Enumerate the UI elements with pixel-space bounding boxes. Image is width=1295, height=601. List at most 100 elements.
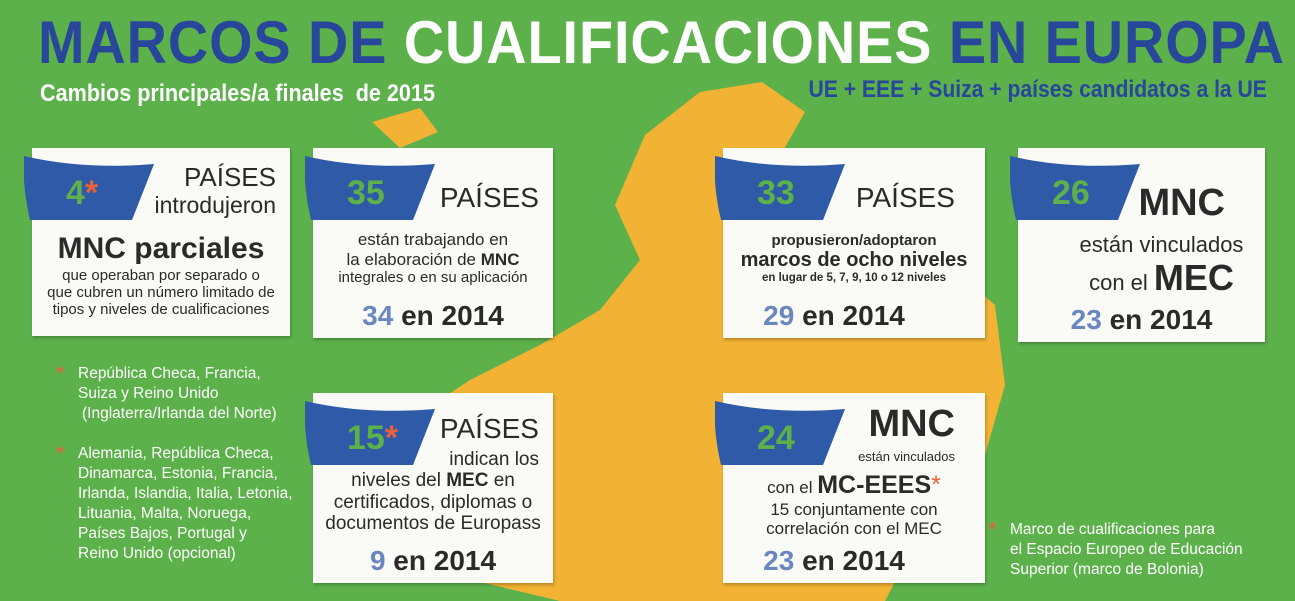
card-line: con el MC-EEES*	[723, 471, 985, 500]
previous-label: en 2014	[802, 545, 905, 576]
card-text: indican los	[449, 449, 539, 470]
ribbon-shape	[715, 156, 845, 220]
card-number: 4*	[66, 174, 98, 213]
card-number: 26	[1052, 174, 1090, 212]
subtitle: Cambios principales/a finales de 2015	[40, 80, 435, 107]
asterisk: *	[56, 361, 65, 386]
card-text: MC-EEES	[817, 471, 932, 499]
card-text: la elaboración de	[346, 249, 477, 269]
card-text: MNC	[480, 249, 520, 269]
card-text: con el	[1089, 270, 1148, 296]
asterisk: *	[384, 419, 399, 457]
card-body: MNC parciales que operaban por separado …	[32, 232, 290, 318]
card-text: con el	[767, 478, 813, 497]
ribbon	[715, 401, 845, 465]
card-body: con el MC-EEES* 15 conjuntamente con cor…	[723, 471, 985, 539]
asterisk: *	[931, 471, 941, 499]
ribbon-shape	[305, 156, 435, 220]
previous-label: en 2014	[393, 545, 497, 576]
card-line: niveles del MEC en	[313, 470, 553, 491]
card: 33 PAÍSES propusieron/adoptaron marcos d…	[715, 148, 985, 338]
previous-number: 9	[369, 545, 386, 576]
ribbon	[305, 156, 435, 220]
previous: 23 en 2014	[1018, 304, 1265, 336]
asterisk: *	[988, 517, 997, 542]
number: 15	[347, 419, 385, 457]
previous: 29 en 2014	[683, 300, 985, 332]
note-line: Países Bajos, Portugal y	[78, 525, 247, 542]
note-line: Irlanda, Islandia, Italia, Letonia,	[78, 485, 293, 502]
previous-number: 23	[1070, 304, 1102, 335]
title-part: EN EUROPA	[948, 9, 1285, 76]
card-text: correlación con el MEC	[766, 519, 942, 539]
title-part: CUALIFICACIONES	[403, 9, 933, 76]
card-text: marcos de ocho niveles	[740, 249, 968, 272]
note-line: Marco de cualificaciones para	[1010, 521, 1216, 538]
card-text: documentos de Europass	[325, 512, 541, 534]
card: 15* PAÍSES indican los niveles del MEC e…	[305, 393, 553, 583]
previous-number: 23	[763, 545, 795, 576]
card-text: que cubren un número limitado de	[47, 283, 275, 301]
title-part: MARCOS DE	[38, 9, 388, 76]
card-heading: PAÍSES	[183, 162, 276, 192]
number: 4	[66, 174, 85, 212]
note-line: (Inglaterra/Irlanda del Norte)	[82, 405, 277, 422]
card-line: con el MEC	[1058, 257, 1265, 298]
card-body: están vinculados con el MEC	[1058, 232, 1265, 299]
card-text: propusieron/adoptaron	[771, 232, 937, 249]
note-line: el Espacio Europeo de Educación	[1010, 541, 1243, 558]
card: 24 MNC están vinculados con el MC-EEES* …	[715, 393, 985, 583]
previous: 34 en 2014	[313, 300, 553, 332]
map-island	[372, 108, 438, 148]
previous-label: en 2014	[802, 300, 905, 331]
card-text: en lugar de 5, 7, 9, 10 o 12 niveles	[761, 272, 947, 285]
card-text: certificados, diplomas o	[333, 491, 533, 513]
note: * Alemania, República Checa, Dinamarca, …	[56, 443, 293, 564]
ribbon	[1010, 156, 1140, 220]
note-line: Reino Unido (opcional)	[78, 545, 236, 562]
previous-number: 34	[362, 300, 394, 331]
note: * Marco de cualificaciones para el Espac…	[988, 519, 1243, 580]
card-heading: MNC	[868, 403, 955, 445]
card: 4* PAÍSES introdujeron MNC parciales que…	[24, 148, 290, 336]
previous-label: en 2014	[1109, 304, 1213, 335]
asterisk: *	[56, 441, 65, 466]
note-line: Dinamarca, Estonia, Francia,	[78, 465, 278, 482]
note-line: República Checa, Francia,	[78, 365, 261, 382]
note: * República Checa, Francia, Suiza y Rein…	[56, 363, 277, 424]
title: MARCOS DE CUALIFICACIONES EN EUROPA	[38, 8, 1285, 77]
card-heading: MNC	[1138, 182, 1225, 224]
note-line: Alemania, República Checa,	[78, 445, 274, 462]
card-text: niveles del	[351, 470, 441, 492]
asterisk: *	[84, 174, 99, 212]
ribbon-shape	[305, 401, 435, 465]
card-text: MEC	[446, 470, 489, 492]
card-body: están trabajando en la elaboración de MN…	[313, 230, 553, 286]
card-text: que operaban por separado o	[62, 266, 260, 284]
card-number: 24	[757, 419, 795, 457]
card-body: indican los niveles del MEC en certifica…	[313, 449, 553, 534]
card-number: 33	[757, 174, 795, 212]
card-text: MNC parciales	[57, 232, 265, 265]
card-heading: PAÍSES	[855, 182, 955, 213]
card: 26 MNC están vinculados con el MEC 23 en…	[1010, 148, 1265, 342]
ribbon-shape	[715, 401, 845, 465]
previous: 9 en 2014	[313, 545, 553, 577]
card-text: MEC	[1153, 257, 1234, 299]
card-text: introdujeron	[154, 192, 276, 218]
ribbon	[305, 401, 435, 465]
card-number: 15*	[347, 419, 398, 458]
card-text: en	[493, 470, 515, 492]
card: 35 PAÍSES están trabajando en la elabora…	[305, 148, 553, 338]
note-line: Lituania, Malta, Noruega,	[78, 505, 252, 522]
ribbon-shape	[1010, 156, 1140, 220]
previous: 23 en 2014	[683, 545, 985, 577]
card-text: están vinculados	[858, 449, 955, 464]
note-line: Suiza y Reino Unido	[78, 385, 219, 402]
ribbon	[715, 156, 845, 220]
card-text: integrales o en su aplicación	[338, 269, 528, 287]
note-line: Superior (marco de Bolonia)	[1010, 561, 1204, 578]
scope: UE + EEE + Suiza + países candidatos a l…	[808, 76, 1267, 103]
card-text: están trabajando en	[357, 230, 509, 249]
